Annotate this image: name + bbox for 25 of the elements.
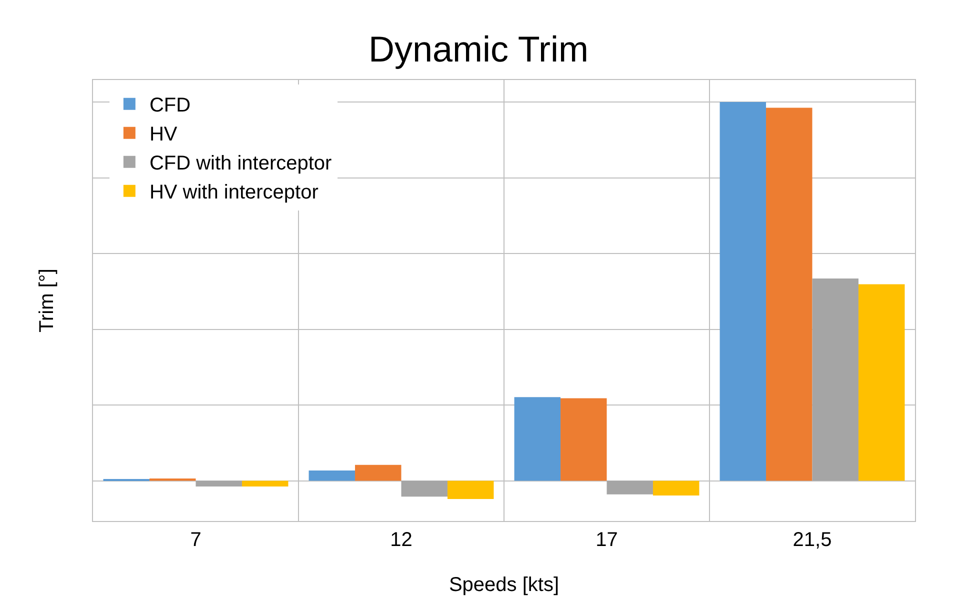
bar <box>812 278 858 481</box>
bar <box>766 108 812 481</box>
bar <box>355 464 402 481</box>
legend-label: CFD with interceptor <box>149 152 332 175</box>
y-axis-title: Trim [°] <box>36 268 58 332</box>
bar <box>514 397 561 481</box>
bar <box>652 480 700 496</box>
legend-label: CFD <box>149 94 191 117</box>
bar <box>447 480 494 499</box>
bar <box>858 284 905 481</box>
legend-label: HV <box>149 124 178 146</box>
bar <box>401 480 448 497</box>
x-tick-label: 12 <box>390 529 412 551</box>
bar <box>196 480 242 486</box>
bar <box>560 398 607 481</box>
x-tick-label: 17 <box>596 529 618 551</box>
chart-title: Dynamic Trim <box>368 28 589 70</box>
bar <box>606 480 653 494</box>
bar <box>308 470 356 481</box>
x-tick-label: 7 <box>190 529 202 551</box>
x-tick-label: 21,5 <box>792 529 832 551</box>
x-axis-title: Speeds [kts] <box>448 574 560 596</box>
bar <box>720 102 766 481</box>
legend-label: HV with interceptor <box>149 182 319 204</box>
bar <box>242 480 288 486</box>
